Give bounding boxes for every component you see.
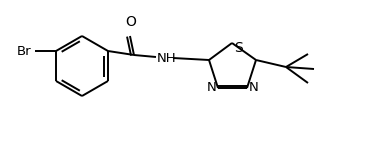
Text: Br: Br	[17, 44, 31, 58]
Text: N: N	[206, 81, 216, 93]
Text: O: O	[125, 15, 137, 29]
Text: S: S	[234, 41, 243, 55]
Text: NH: NH	[157, 52, 177, 64]
Text: N: N	[249, 81, 259, 93]
